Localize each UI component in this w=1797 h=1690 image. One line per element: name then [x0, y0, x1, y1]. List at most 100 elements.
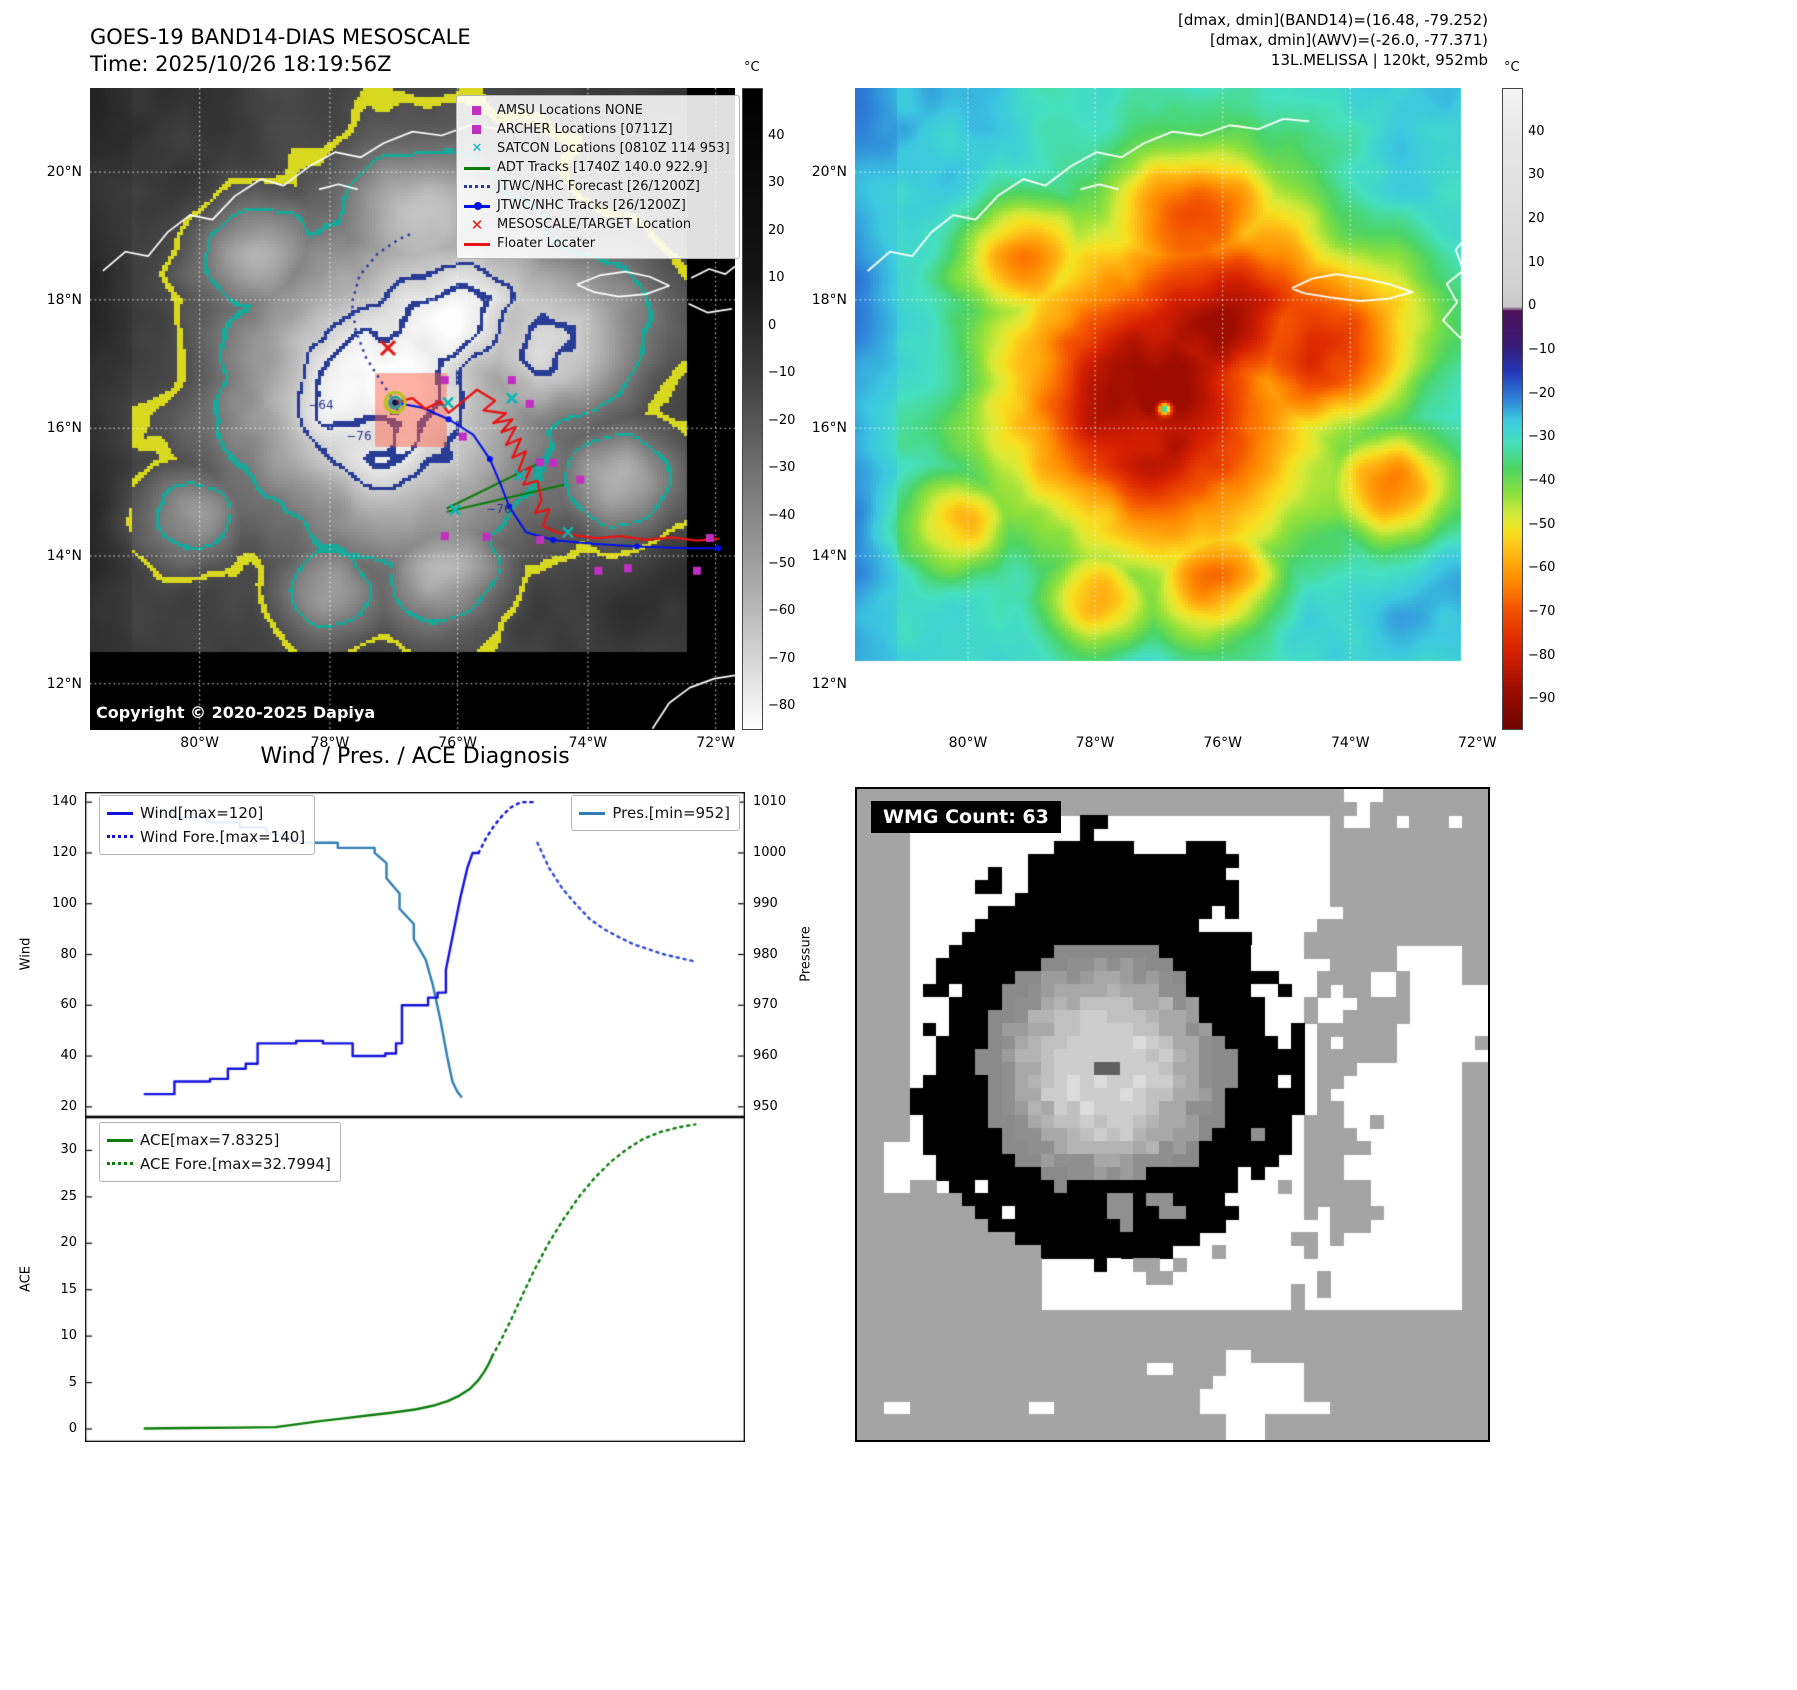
line-swatch-icon	[462, 159, 492, 177]
awv-colorbar-unit: °C	[1504, 60, 1520, 75]
ace-ytick: 20	[60, 1235, 77, 1251]
legend-label: ARCHER Locations [0711Z]	[497, 122, 673, 137]
ace-legend: ACE[max=7.8325] ACE Fore.[max=32.7994]	[99, 1122, 341, 1182]
goes-colorbar-tick: 0	[768, 317, 777, 333]
legend-label: ACE Fore.[max=32.7994]	[140, 1155, 331, 1173]
pressure-ytick: 1010	[753, 794, 787, 810]
Xmark-swatch-icon: ✕	[470, 215, 484, 234]
legend-label: AMSU Locations NONE	[497, 103, 643, 118]
goes-title-line1: GOES-19 BAND14-DIAS MESOSCALE	[90, 25, 471, 49]
wind-ytick: 100	[52, 895, 77, 911]
wmg-panel: WMG Count: 63	[855, 787, 1490, 1442]
wind-axis-label: Wind	[18, 937, 34, 971]
legend-item: Wind[max=120]	[105, 801, 305, 825]
wind-ytick: 20	[60, 1098, 77, 1114]
ace-ytick: 10	[60, 1328, 77, 1344]
awv-info-block: [dmax, dmin](BAND14)=(16.48, -79.252) [d…	[1178, 10, 1488, 70]
legend-label: JTWC/NHC Tracks [26/1200Z]	[497, 198, 686, 213]
awv-colorbar-tick: −20	[1528, 385, 1556, 401]
ace-axis-label: ACE	[18, 1266, 34, 1292]
goes-title: GOES-19 BAND14-DIAS MESOSCALE Time: 2025…	[90, 24, 471, 78]
pressure-ytick: 960	[753, 1048, 778, 1064]
legend-item: JTWC/NHC Forecast [26/1200Z]	[462, 177, 730, 196]
goes-lon-tick: 74°W	[568, 735, 608, 751]
legend-item: Pres.[min=952]	[577, 801, 730, 825]
legend-label: ADT Tracks [1740Z 140.0 922.9]	[497, 160, 708, 175]
dotline-swatch-icon	[105, 828, 135, 846]
line-swatch-icon	[577, 804, 607, 822]
legend-label: JTWC/NHC Forecast [26/1200Z]	[497, 179, 700, 194]
awv-colorbar-tick: 10	[1528, 254, 1545, 270]
line-swatch-icon	[105, 1131, 135, 1149]
awv-satellite-map	[855, 88, 1490, 730]
goes-colorbar-tick: 20	[768, 222, 785, 238]
wind-ytick: 140	[52, 794, 77, 810]
awv-colorbar-tick: −50	[1528, 516, 1556, 532]
square-swatch-icon	[462, 102, 492, 120]
awv-satellite-image	[855, 88, 1490, 730]
ace-ytick: 0	[68, 1421, 77, 1436]
awv-lat-tick: 14°N	[811, 548, 847, 565]
awv-colorbar-tick: −80	[1528, 647, 1556, 663]
legend-item: ACE Fore.[max=32.7994]	[105, 1152, 331, 1176]
awv-colorbar-tick: 40	[1528, 123, 1545, 139]
goes-colorbar-tick: −40	[768, 508, 796, 523]
awv-info-awv: [dmax, dmin](AWV)=(-26.0, -77.371)	[1209, 31, 1488, 49]
storm-intensity-label: 13L.MELISSA | 120kt, 952mb	[1270, 51, 1488, 69]
pressure-ytick: 950	[753, 1098, 778, 1114]
ace-ytick: 5	[68, 1374, 77, 1390]
awv-lat-tick: 20°N	[811, 164, 847, 181]
goes-map-legend: AMSU Locations NONE ARCHER Locations [071…	[456, 95, 740, 259]
legend-label: Wind Fore.[max=140]	[140, 828, 306, 846]
goes-colorbar-tick: −20	[768, 412, 796, 428]
awv-colorbar-tick: 30	[1528, 167, 1545, 183]
wmg-pixel-image	[857, 789, 1488, 1440]
wind-ytick: 80	[60, 946, 77, 962]
goes-title-line2: Time: 2025/10/26 18:19:56Z	[90, 52, 392, 76]
legend-item: Wind Fore.[max=140]	[105, 825, 305, 849]
wind-legend: Wind[max=120] Wind Fore.[max=140]	[99, 795, 316, 855]
pressure-ytick: 970	[753, 997, 778, 1013]
goes-lat-tick: 18°N	[46, 291, 82, 308]
goes-lat-tick: 16°N	[46, 420, 82, 437]
linedot-swatch-icon	[462, 197, 492, 215]
awv-colorbar-tick: −60	[1528, 560, 1556, 576]
legend-item: ADT Tracks [1740Z 140.0 922.9]	[462, 158, 730, 177]
awv-lat-tick: 16°N	[811, 420, 847, 437]
pressure-ytick: 990	[753, 895, 778, 911]
pressure-ytick: 1000	[753, 844, 787, 860]
awv-colorbar-tick: −30	[1528, 429, 1556, 445]
goes-colorbar-tick: 30	[768, 175, 785, 191]
pressure-ytick: 980	[753, 946, 778, 962]
goes-colorbar-tick: 40	[768, 127, 785, 143]
goes-lat-tick: 20°N	[46, 164, 82, 181]
line-swatch-icon	[462, 235, 492, 253]
awv-info-band14: [dmax, dmin](BAND14)=(16.48, -79.252)	[1177, 11, 1488, 29]
goes-colorbar-tick: −60	[768, 603, 796, 619]
awv-lat-tick: 18°N	[811, 291, 847, 308]
goes-colorbar-unit: °C	[744, 60, 760, 75]
awv-colorbar-tick: 0	[1528, 298, 1537, 314]
legend-label: ACE[max=7.8325]	[140, 1131, 280, 1149]
pressure-legend: Pres.[min=952]	[571, 795, 740, 831]
legend-item: ✕ MESOSCALE/TARGET Location	[462, 215, 730, 234]
goes-colorbar-tick: −10	[768, 365, 796, 381]
legend-label: Wind[max=120]	[140, 804, 264, 822]
diagnosis-chart-title: Wind / Pres. / ACE Diagnosis	[260, 744, 570, 769]
goes-colorbar	[742, 88, 763, 730]
legend-label: MESOSCALE/TARGET Location	[497, 217, 692, 232]
awv-lat-tick: 12°N	[811, 675, 847, 692]
awv-lon-tick: 78°W	[1075, 735, 1115, 751]
wind-ytick: 60	[60, 997, 77, 1013]
awv-lon-tick: 76°W	[1203, 735, 1242, 751]
awv-colorbar-tick: −90	[1528, 691, 1556, 707]
awv-colorbar-tick: −40	[1528, 473, 1556, 489]
legend-label: SATCON Locations [0810Z 114 953]	[497, 141, 730, 156]
goes-lat-tick: 14°N	[46, 548, 82, 565]
goes-lon-tick: 72°W	[696, 735, 735, 751]
dotline-swatch-icon	[462, 178, 492, 196]
awv-lon-tick: 72°W	[1457, 735, 1497, 751]
wind-ytick: 40	[60, 1048, 77, 1064]
goes-satellite-map: AMSU Locations NONE ARCHER Locations [071…	[90, 88, 740, 730]
awv-lon-tick: 74°W	[1330, 735, 1370, 751]
